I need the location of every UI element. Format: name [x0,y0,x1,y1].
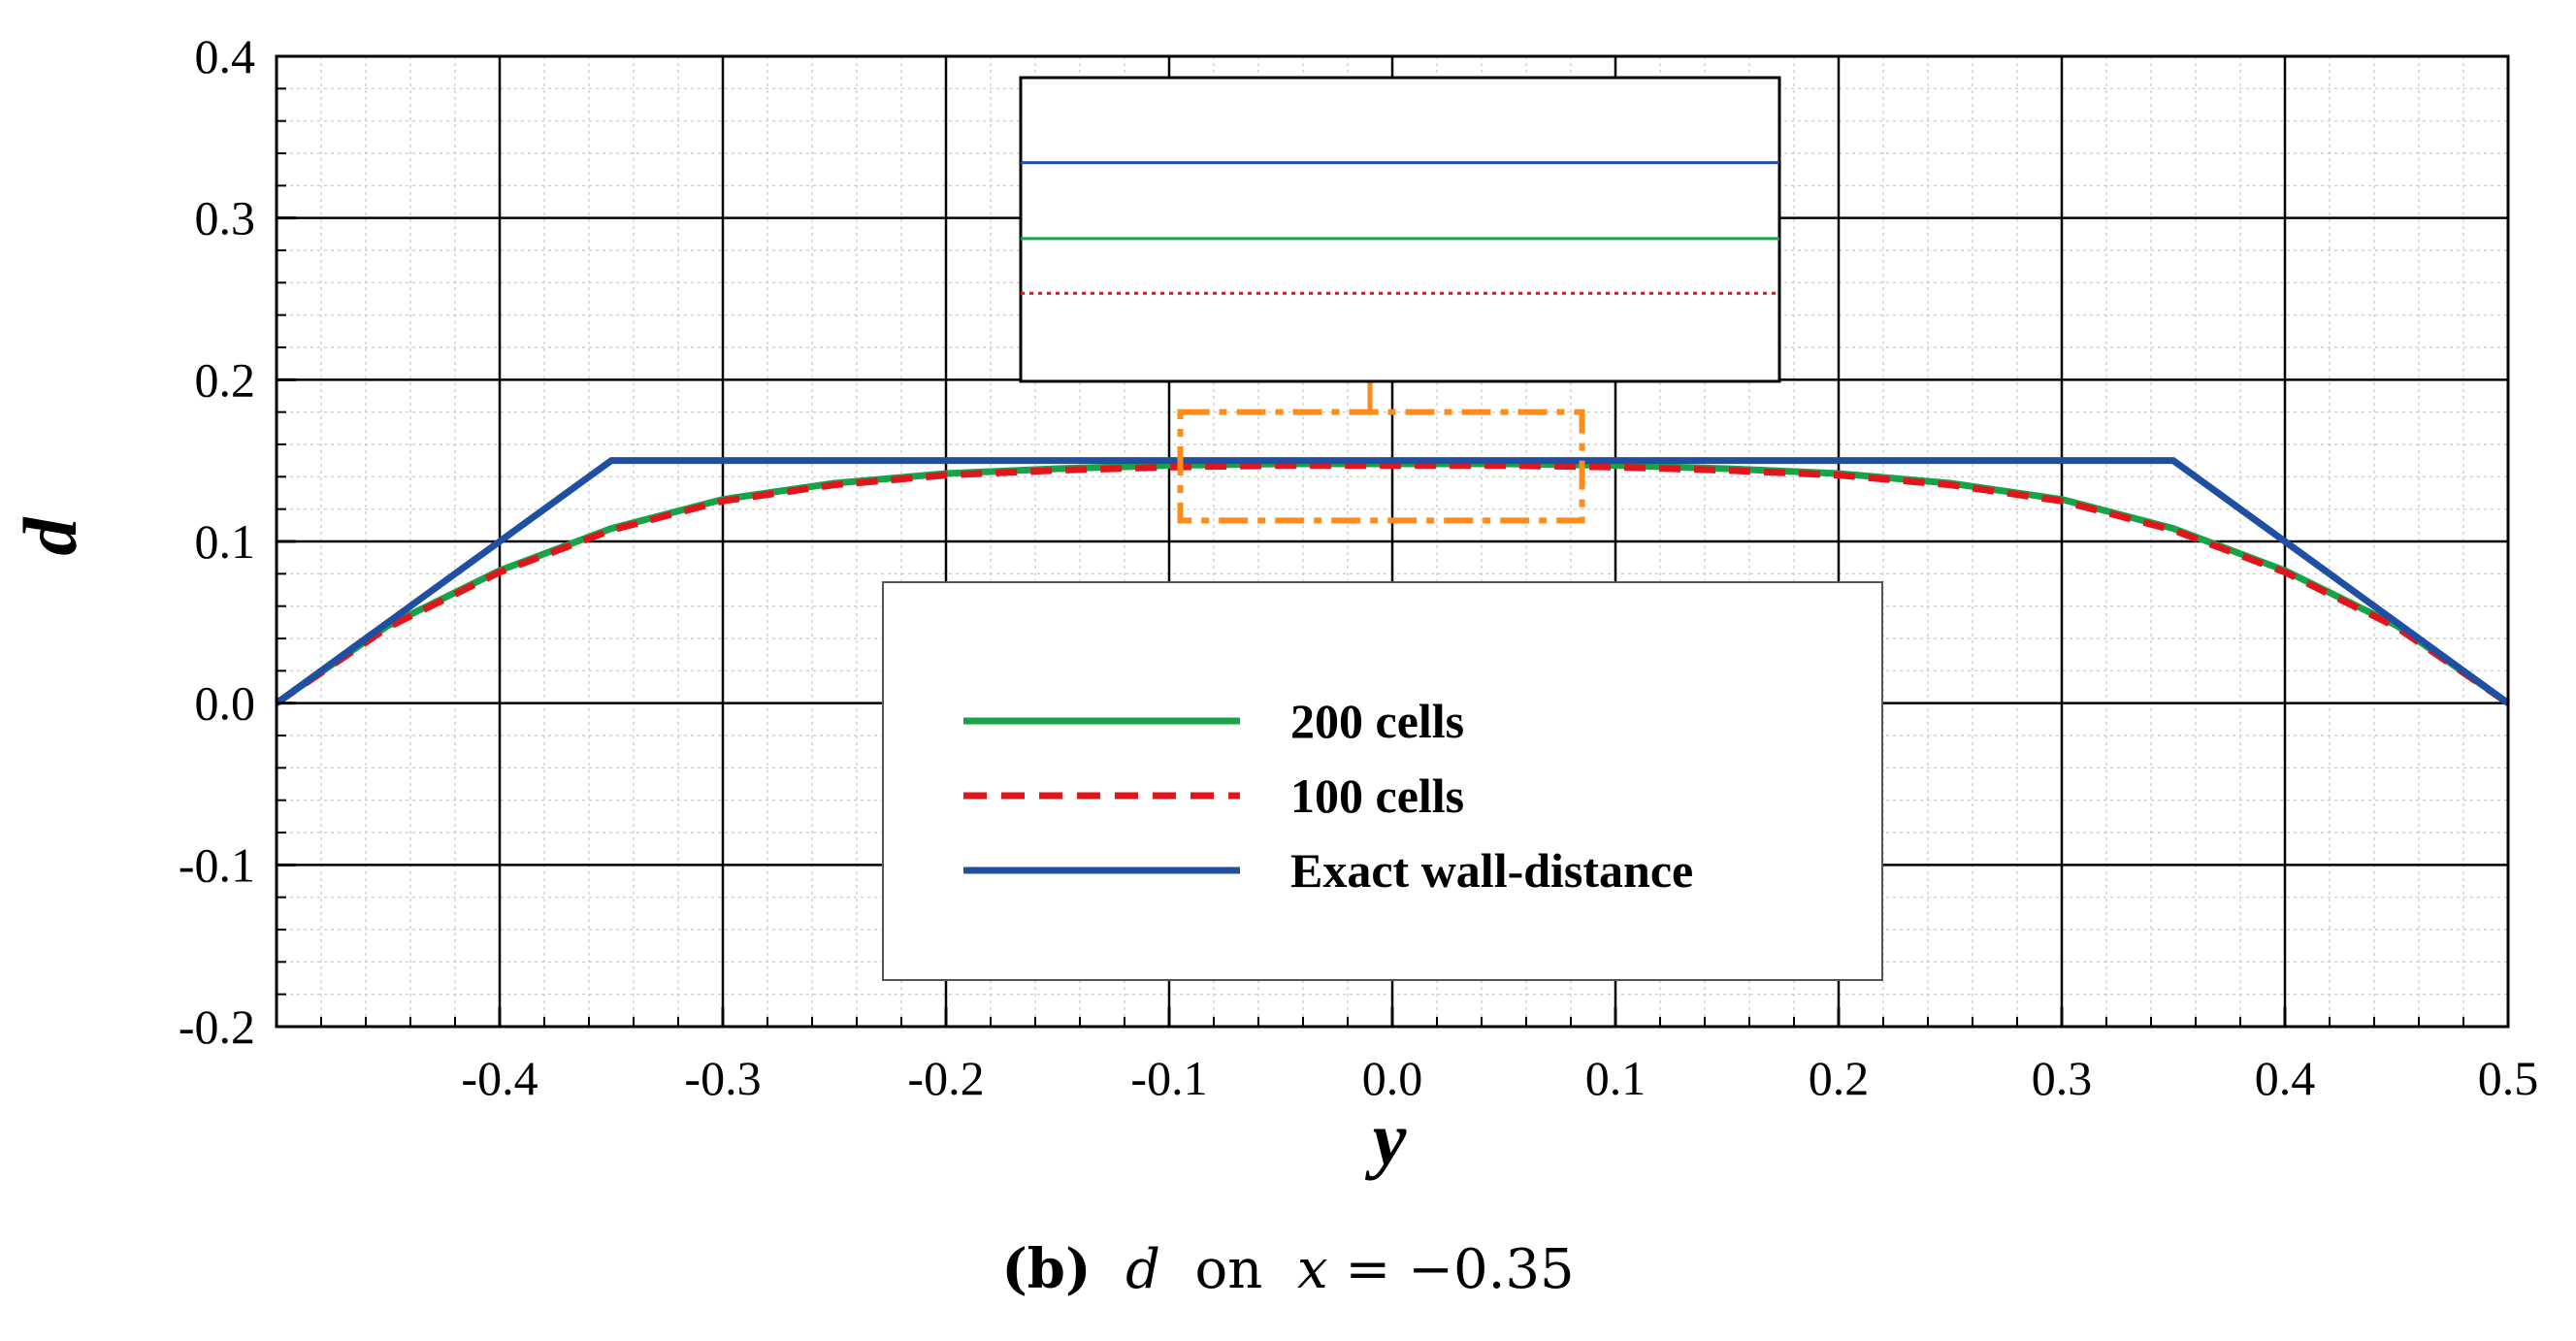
x-tick-label: -0.3 [684,1051,761,1105]
y-tick-label: 0.2 [195,352,256,407]
x-tick-label: 0.3 [2032,1051,2093,1105]
legend-box [882,581,1883,981]
x-axis-label: y [1365,1096,1407,1181]
series-layer [274,457,2511,706]
legend-label-exact-wall-distance: Exact wall-distance [1290,843,1693,898]
y-tick-label: 0.0 [195,676,256,731]
y-axis-label: d [8,517,92,556]
x-tick-label: 0.1 [1585,1051,1647,1105]
zoom-box [1177,409,1585,524]
caption-eq-variable: x [1296,1238,1328,1301]
x-tick-label: -0.4 [461,1051,538,1105]
caption-on: on [1194,1238,1263,1301]
y-tick-label: -0.2 [179,999,255,1054]
caption-variable: d [1125,1238,1160,1301]
zoom-inset [1019,76,1781,383]
y-tick-label: 0.3 [195,191,256,245]
x-tick-label: -0.1 [1130,1051,1207,1105]
caption-eq-value: = −0.35 [1345,1238,1575,1301]
series-line-100-cells [275,462,2510,706]
x-tick-label: 0.0 [1362,1051,1423,1105]
y-tick-label: 0.1 [195,514,256,569]
legend-label-200-cells: 200 cells [1290,694,1464,748]
y-tick-label: 0.4 [195,29,256,83]
inset-frame [1019,76,1781,383]
axis-ticks [276,54,2510,1029]
x-tick-label: 0.5 [2478,1051,2539,1105]
x-tick-label: 0.2 [1809,1051,1870,1105]
series-line-exact-wall-distance [274,457,2511,706]
x-tick-label: 0.4 [2255,1051,2316,1105]
tick-labels: -0.4 -0.3 -0.2 -0.1 0.0 0.1 0.2 0.3 0.4 0.5 -0.2 -0… [179,29,2538,1105]
legend: 200 cells 100 cells Exact wall-distance [882,581,1883,981]
caption-label: (b) [1001,1237,1092,1301]
y-tick-label: -0.1 [179,837,255,892]
legend-label-100-cells: 100 cells [1290,769,1464,823]
x-tick-label: -0.2 [907,1051,984,1105]
figure-caption: (b) d on x = −0.35 [0,1242,2576,1297]
zoom-box-layer [1177,381,1585,524]
